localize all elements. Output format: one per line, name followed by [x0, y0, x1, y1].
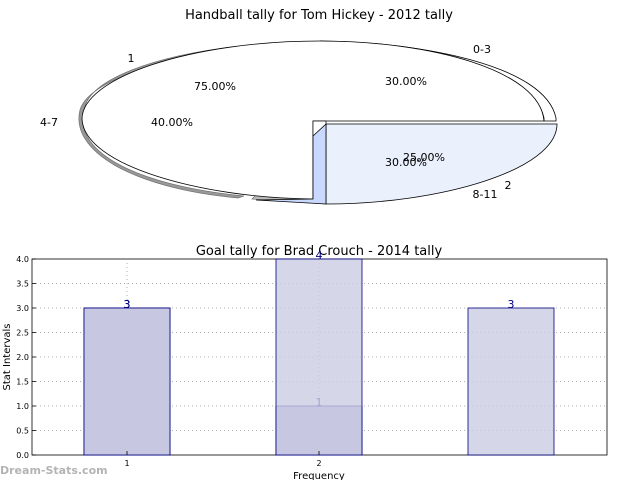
- bar-value-label: 3: [508, 298, 515, 311]
- pie-slice-1[interactable]: [81, 40, 545, 200]
- y-tick-label: 2.5: [16, 329, 29, 338]
- pie-slice-8-11[interactable]: [325, 123, 558, 205]
- y-tick-label: 3.5: [16, 280, 29, 289]
- y-axis-ticks: 0.0 0.5 1.0 1.5 2.0 2.5 3.0 3.5 4.0: [16, 255, 36, 460]
- bar-series-1-x2[interactable]: [275, 258, 363, 456]
- pie-title: Handball tally for Tom Hickey - 2012 tal…: [185, 8, 453, 23]
- pie-chart: Handball tally for Tom Hickey - 2012 tal…: [40, 8, 558, 205]
- x-tick-label: 2: [316, 459, 321, 468]
- y-tick-label: 0.5: [16, 427, 29, 436]
- y-tick-label: 2.0: [16, 353, 29, 362]
- watermark-logo: Dream-Stats.com: [0, 464, 108, 477]
- pie-label-0-3: 0-3: [473, 43, 491, 56]
- bar-title: Goal tally for Brad Crouch - 2014 tally: [196, 244, 443, 259]
- y-axis-label: Stat Intervals: [2, 323, 13, 390]
- y-tick-label: 0.0: [16, 451, 29, 460]
- y-tick-label: 3.0: [16, 304, 29, 313]
- bar-value-label: 3: [124, 298, 131, 311]
- pie-label-1: 1: [128, 52, 135, 65]
- bar-series-1-x1[interactable]: [83, 307, 171, 456]
- pie-pct-2: 25.00%: [403, 151, 445, 164]
- bar-series-1-x3[interactable]: [467, 307, 555, 456]
- pie-label-4-7: 4-7: [40, 116, 58, 129]
- pie-pct-4-7: 40.00%: [151, 116, 193, 129]
- pie-label-8-11: 8-11: [473, 188, 498, 201]
- y-tick-label: 1.0: [16, 402, 29, 411]
- pie-pct-0-3: 30.00%: [385, 75, 427, 88]
- bar-value-label: 3: [124, 298, 131, 311]
- bar-chart: Goal tally for Brad Crouch - 2014 tally …: [2, 244, 608, 482]
- pie-pct-8-11: 30.00%: [385, 156, 427, 169]
- y-tick-label: 1.5: [16, 378, 29, 387]
- x-tick-label: 1: [124, 459, 129, 468]
- pie-pct-1: 75.00%: [194, 80, 236, 93]
- bar-value-label: 4: [316, 249, 323, 262]
- y-tick-label: 4.0: [16, 255, 29, 264]
- x-axis-label: Frequency: [293, 471, 345, 480]
- pie-label-2: 2: [505, 179, 512, 192]
- pie-slice-2[interactable]: [255, 123, 327, 205]
